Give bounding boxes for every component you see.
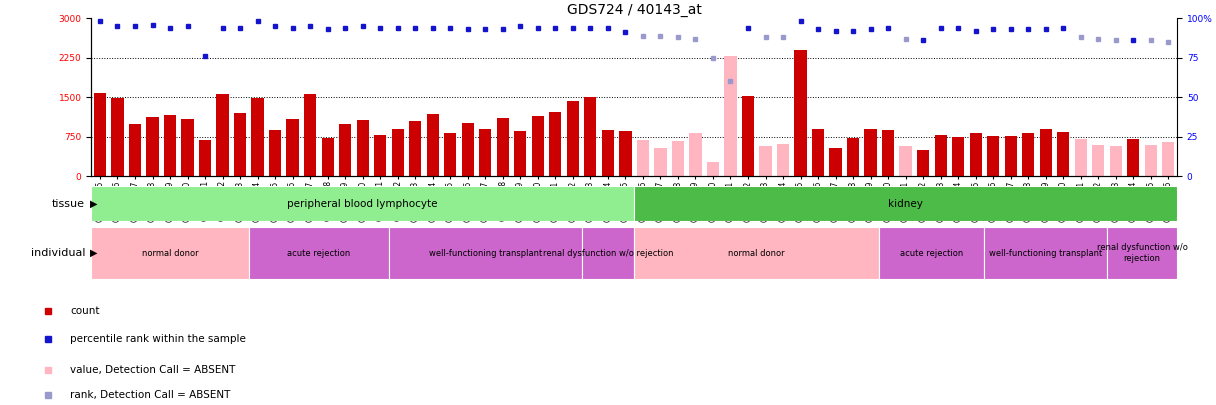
Text: tissue: tissue xyxy=(52,198,85,209)
Text: kidney: kidney xyxy=(888,198,923,209)
Bar xyxy=(339,124,351,176)
Text: count: count xyxy=(71,306,100,316)
Bar xyxy=(985,227,1107,279)
Bar xyxy=(581,227,635,279)
Bar xyxy=(812,129,824,176)
Bar xyxy=(550,113,562,176)
Bar xyxy=(725,55,737,176)
Bar xyxy=(742,96,754,176)
Bar xyxy=(917,150,929,176)
Bar xyxy=(444,133,456,176)
Text: ▶: ▶ xyxy=(90,248,97,258)
Bar xyxy=(479,129,491,176)
Bar xyxy=(112,98,124,176)
Text: value, Detection Call = ABSENT: value, Detection Call = ABSENT xyxy=(71,365,236,375)
Bar xyxy=(1004,136,1017,176)
Bar xyxy=(199,141,212,176)
Bar xyxy=(94,93,106,176)
Bar xyxy=(706,162,719,176)
Bar xyxy=(531,116,544,176)
Bar xyxy=(637,141,649,176)
Bar xyxy=(1127,139,1139,176)
Bar xyxy=(146,117,158,176)
Bar xyxy=(164,115,176,176)
Bar xyxy=(602,130,614,176)
Bar xyxy=(865,129,877,176)
Bar xyxy=(496,118,510,176)
Bar xyxy=(1110,146,1122,176)
Text: acute rejection: acute rejection xyxy=(900,249,963,258)
Bar xyxy=(1162,143,1175,176)
Bar xyxy=(91,186,635,221)
Text: renal dysfunction w/o
rejection: renal dysfunction w/o rejection xyxy=(1097,243,1188,263)
Bar xyxy=(1057,132,1069,176)
Text: normal donor: normal donor xyxy=(142,249,198,258)
Bar xyxy=(846,138,860,176)
Bar xyxy=(969,133,981,176)
Text: peripheral blood lymphocyte: peripheral blood lymphocyte xyxy=(287,198,438,209)
Text: individual: individual xyxy=(30,248,85,258)
Bar xyxy=(1023,133,1035,176)
Bar xyxy=(91,227,249,279)
Text: percentile rank within the sample: percentile rank within the sample xyxy=(71,334,246,343)
Bar xyxy=(1092,145,1104,176)
Bar xyxy=(671,141,685,176)
Text: ▶: ▶ xyxy=(90,198,97,209)
Bar xyxy=(1075,139,1087,176)
Bar xyxy=(882,130,894,176)
Bar xyxy=(829,148,841,176)
Bar xyxy=(777,143,789,176)
Title: GDS724 / 40143_at: GDS724 / 40143_at xyxy=(567,3,702,17)
Text: renal dysfunction w/o rejection: renal dysfunction w/o rejection xyxy=(542,249,674,258)
Bar xyxy=(635,186,1177,221)
Bar xyxy=(1040,129,1052,176)
Bar xyxy=(1107,227,1177,279)
Bar xyxy=(287,119,299,176)
Bar xyxy=(252,98,264,176)
Bar xyxy=(935,135,947,176)
Bar xyxy=(689,133,702,176)
Bar xyxy=(389,227,581,279)
Bar xyxy=(321,138,333,176)
Bar xyxy=(900,146,912,176)
Bar xyxy=(249,227,389,279)
Bar xyxy=(356,120,368,176)
Bar xyxy=(427,113,439,176)
Bar xyxy=(216,94,229,176)
Bar xyxy=(409,121,422,176)
Text: well-functioning transplant: well-functioning transplant xyxy=(989,249,1103,258)
Bar xyxy=(879,227,985,279)
Bar xyxy=(129,124,141,176)
Bar xyxy=(759,146,772,176)
Bar xyxy=(181,119,193,176)
Bar xyxy=(233,113,246,176)
Bar xyxy=(462,123,474,176)
Bar xyxy=(794,50,806,176)
Bar xyxy=(987,136,1000,176)
Bar xyxy=(619,131,631,176)
Bar xyxy=(269,130,281,176)
Text: well-functioning transplant: well-functioning transplant xyxy=(429,249,542,258)
Text: acute rejection: acute rejection xyxy=(287,249,350,258)
Text: rank, Detection Call = ABSENT: rank, Detection Call = ABSENT xyxy=(71,390,230,401)
Bar xyxy=(635,227,879,279)
Text: normal donor: normal donor xyxy=(728,249,786,258)
Bar xyxy=(654,148,666,176)
Bar xyxy=(584,97,597,176)
Bar xyxy=(952,137,964,176)
Bar xyxy=(1144,145,1156,176)
Bar xyxy=(392,129,404,176)
Bar xyxy=(514,131,527,176)
Bar xyxy=(567,101,579,176)
Bar xyxy=(304,94,316,176)
Bar xyxy=(375,135,387,176)
